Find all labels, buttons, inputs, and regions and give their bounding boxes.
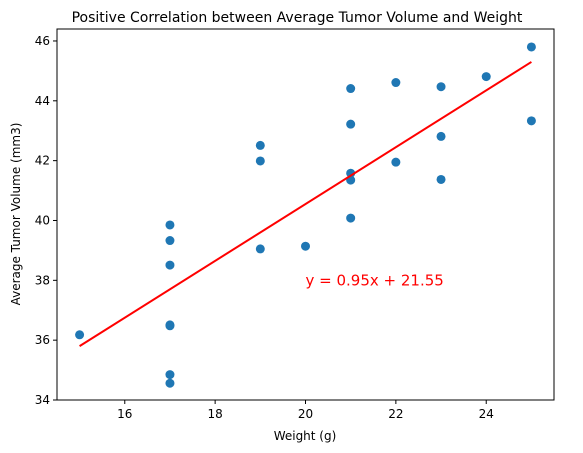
y-tick-label: 40 — [35, 213, 50, 227]
y-axis-label: Average Tumor Volume (mm3) — [9, 123, 23, 306]
regression-equation: y = 0.95x + 21.55 — [306, 271, 444, 289]
y-tick-label: 46 — [35, 34, 50, 48]
scatter-point — [346, 84, 356, 94]
x-axis-label: Weight (g) — [274, 429, 337, 443]
scatter-point — [526, 116, 536, 126]
x-axis-ticks: 16 18 20 22 24 — [117, 400, 494, 421]
scatter-point — [436, 82, 446, 92]
x-tick-label: 24 — [479, 407, 494, 421]
axes-frame — [56, 28, 555, 401]
scatter-point — [255, 156, 265, 166]
scatter-point — [436, 174, 446, 184]
x-tick-label: 20 — [298, 407, 313, 421]
scatter-point — [481, 72, 491, 82]
y-tick-label: 38 — [35, 273, 50, 287]
scatter-point — [346, 213, 356, 223]
scatter-point — [165, 321, 175, 331]
y-tick-label: 34 — [35, 393, 50, 407]
scatter-point — [346, 119, 356, 129]
scatter-point — [165, 378, 175, 388]
scatter-point — [165, 236, 175, 246]
y-tick-label: 36 — [35, 333, 50, 347]
scatter-point — [255, 140, 265, 150]
scatter-point — [165, 260, 175, 270]
y-axis-ticks: 34 36 38 40 42 44 46 — [35, 34, 57, 407]
scatter-point — [436, 131, 446, 141]
scatter-point — [165, 370, 175, 380]
scatter-point — [301, 241, 310, 251]
scatter-point — [391, 157, 401, 167]
regression-line-group — [79, 61, 532, 347]
plot-area — [56, 28, 555, 401]
scatter-point — [526, 42, 536, 52]
x-tick-label: 16 — [117, 407, 132, 421]
scatter-point — [391, 78, 401, 88]
chart-title: Positive Correlation between Average Tum… — [72, 10, 523, 26]
y-tick-label: 44 — [35, 94, 50, 108]
scatter-point — [165, 220, 175, 230]
scatter-point — [346, 168, 356, 178]
regression-line — [79, 61, 532, 347]
scatter-points — [75, 42, 536, 388]
y-tick-label: 42 — [35, 154, 50, 168]
scatter-point — [255, 244, 265, 254]
x-tick-label: 18 — [207, 407, 222, 421]
x-tick-label: 22 — [388, 407, 403, 421]
scatter-point — [75, 330, 85, 340]
